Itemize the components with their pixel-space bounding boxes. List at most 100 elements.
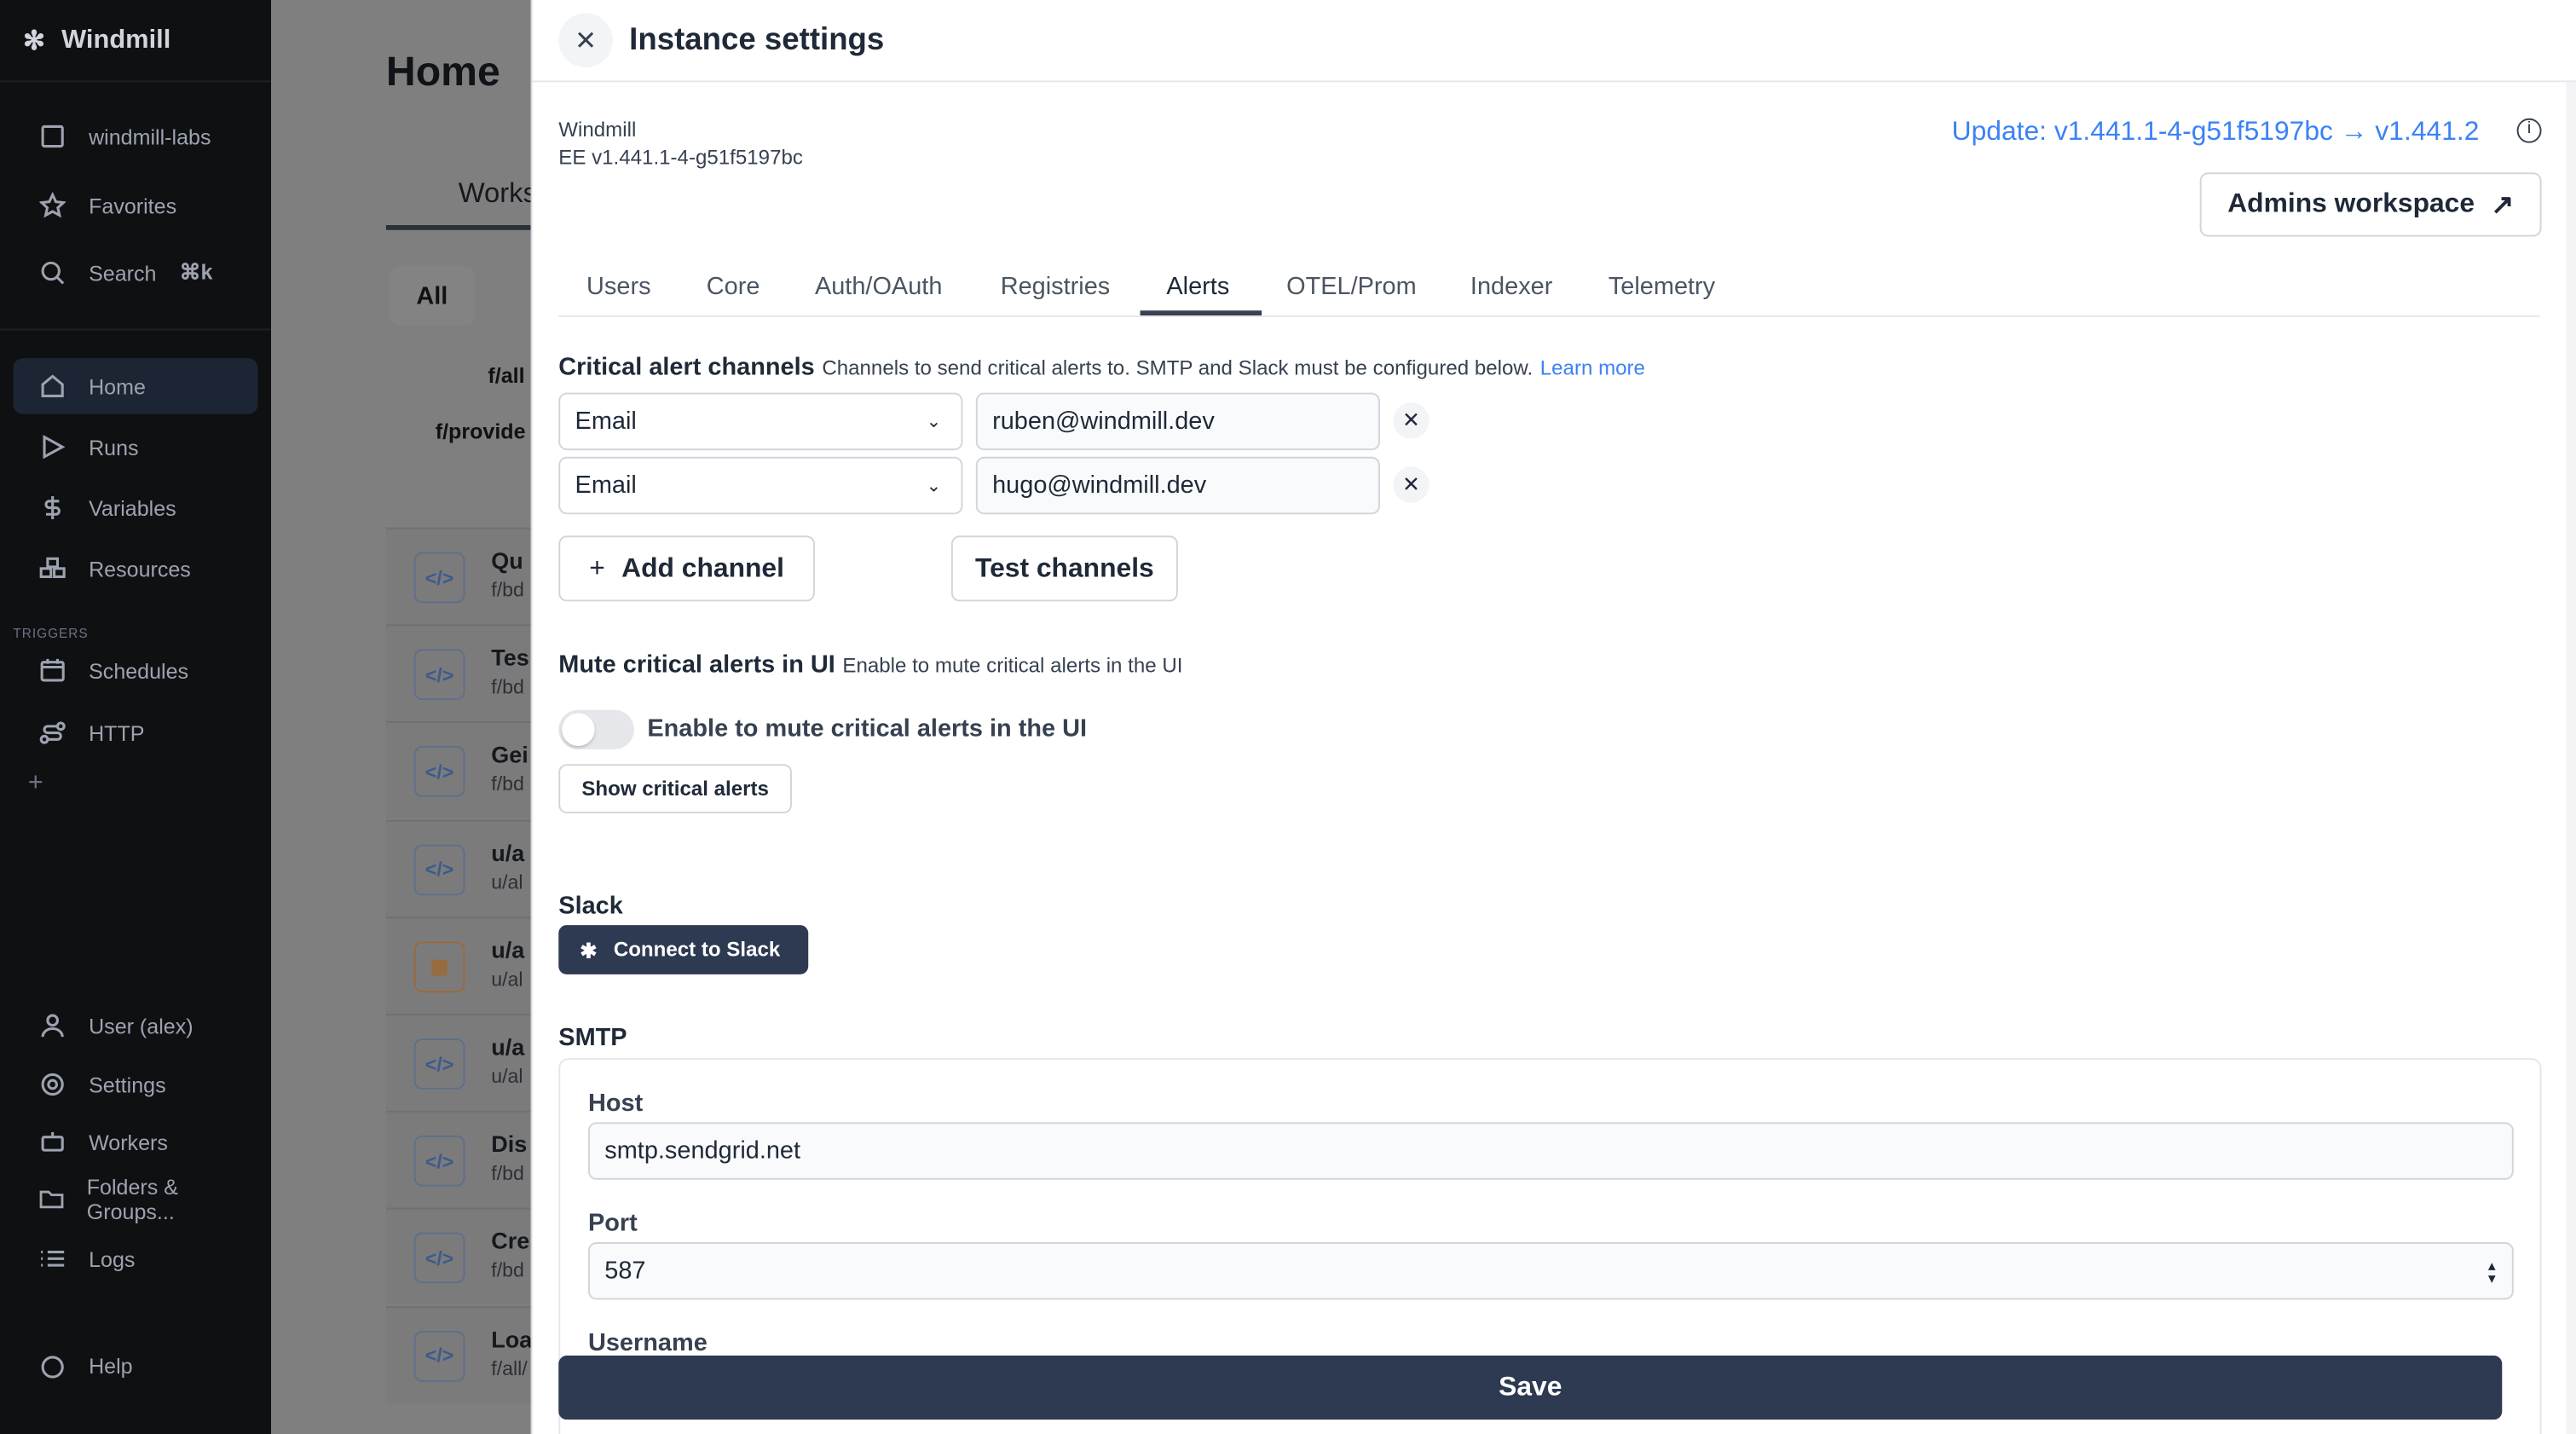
code-icon: </> [413,1136,465,1187]
add-channel-button[interactable]: + Add channel [558,535,815,602]
info-icon[interactable]: i [2516,118,2542,143]
divider [0,328,272,331]
play-icon [43,435,66,460]
code-icon: </> [413,552,465,604]
drawer-title: Instance settings [629,22,885,57]
sidebar-item-home[interactable]: Home [13,358,258,414]
value: Email [575,471,637,500]
label: Search [89,260,157,286]
sidebar-item-logs[interactable]: Logs [13,1231,257,1287]
label: Help [89,1354,133,1379]
item-title: Dis [491,1130,528,1158]
sidebar-item-variables[interactable]: Variables [13,480,257,536]
sidebar-item-help[interactable]: Help [13,1354,257,1387]
sidebar-item-http[interactable]: HTTP [13,705,257,761]
sidebar-item-runs[interactable]: Runs [13,419,257,475]
list-item[interactable]: </> Tes f/bd [385,624,534,722]
sidebar-item-search[interactable]: Search ⌘k [13,245,257,301]
sidebar-item-workers[interactable]: Workers [13,1114,257,1171]
calendar-icon [40,658,65,682]
sidebar-item-user[interactable]: User (alex) [13,997,257,1054]
list-item[interactable]: </> Dis f/bd [385,1111,534,1208]
app-icon: ▦ [413,940,465,992]
tab-core[interactable]: Core [706,272,760,301]
workspace-tab[interactable]: Works [385,177,534,230]
user-icon [41,1014,64,1038]
dollar-icon [44,496,61,520]
boxes-icon [39,557,66,579]
tab-indexer[interactable]: Indexer [1470,272,1553,301]
section-description: Channels to send critical alerts to. SMT… [822,356,1533,380]
active-tab-indicator [1140,310,1262,316]
host-input[interactable]: smtp.sendgrid.net [587,1122,2514,1180]
channel-type-select[interactable]: Email ⌄ [558,456,963,515]
learn-more-link[interactable]: Learn more [1539,356,1645,380]
admins-workspace-button[interactable]: Admins workspace ↗ [2199,172,2542,237]
sidebar-item-schedules[interactable]: Schedules [13,643,257,699]
list-item[interactable]: </> u/a u/al [385,818,534,916]
item-title: u/a [491,936,525,963]
sidebar-item-settings[interactable]: Settings [13,1056,257,1113]
label: Schedules [89,657,189,683]
sidebar-item-resources[interactable]: Resources [13,541,257,597]
code-icon: </> [413,1038,465,1090]
item-path: u/al [491,870,523,893]
list-item[interactable]: ▦ u/a u/al [385,916,534,1014]
port-input[interactable]: 587 ▴ ▾ [587,1242,2514,1300]
add-trigger-icon[interactable]: + [27,768,43,797]
item-title: Loa [491,1325,533,1352]
item-title: u/a [491,1033,525,1061]
external-link-icon: ↗ [2491,189,2514,220]
test-channels-button[interactable]: Test channels [950,535,1178,602]
item-title: Qu [491,546,523,574]
filter-all[interactable]: All [389,266,475,326]
show-critical-alerts-button[interactable]: Show critical alerts [558,764,792,814]
section-description: Enable to mute critical alerts in the UI [842,654,1183,678]
host-label: Host [587,1089,644,1118]
save-button[interactable]: Save [558,1356,2503,1420]
home-icon [41,374,64,398]
list-item[interactable]: </> Cre f/bd [385,1208,534,1306]
item-path: f/bd [491,675,524,699]
tab-auth-oauth[interactable]: Auth/OAuth [814,272,943,301]
connect-slack-button[interactable]: ✱ Connect to Slack [558,925,809,974]
update-link[interactable]: Update: v1.441.1-4-g51f5197bc → v1.441.2 [1951,116,2480,147]
tab-otel-prom[interactable]: OTEL/Prom [1286,272,1417,301]
channel-email-input[interactable]: hugo@windmill.dev [975,456,1380,515]
item-path: f/all/ [491,1356,528,1380]
tab-registries[interactable]: Registries [1000,272,1111,301]
channel-type-select[interactable]: Email ⌄ [558,392,963,451]
tab-alerts[interactable]: Alerts [1166,272,1230,301]
label: HTTP [89,720,145,746]
tab-telemetry[interactable]: Telemetry [1608,272,1716,301]
code-icon: </> [413,1233,465,1284]
chevron-down-icon: ⌄ [926,412,942,432]
list-item[interactable]: </> Loa f/all/ [385,1305,534,1403]
channel-email-input[interactable]: ruben@windmill.dev [975,392,1380,451]
remove-channel-button[interactable]: ✕ [1393,402,1430,439]
label: Connect to Slack [613,938,781,962]
label: Runs [89,434,139,460]
list-item[interactable]: </> Gei f/bd [385,721,534,819]
tab-users[interactable]: Users [586,272,651,301]
mute-alerts-toggle[interactable] [558,709,634,749]
product-name: Windmill [558,118,637,142]
folder-chip[interactable]: f/all [488,362,525,388]
close-button[interactable]: ✕ [558,13,613,68]
gear-icon [41,1073,64,1096]
sidebar-item-workspace[interactable]: windmill-labs [13,108,257,165]
list-item[interactable]: </> Qu f/bd [385,527,534,625]
route-icon [39,721,66,744]
label: Workers [89,1130,168,1154]
scrollbar[interactable] [2566,82,2576,1434]
stepper-icon[interactable]: ▴ ▾ [2487,1256,2496,1287]
sidebar-item-favorites[interactable]: Favorites [13,177,257,234]
item-path: u/al [491,967,523,991]
background-home-page: Home Works All f/all f/provide </> Qu f/bd… [271,0,534,1434]
label: Admins workspace [2227,188,2475,219]
brand[interactable]: ✻ Windmill [0,0,272,83]
remove-channel-button[interactable]: ✕ [1393,466,1430,503]
list-item[interactable]: </> u/a u/al [385,1014,534,1111]
sidebar-item-folders-groups[interactable]: Folders & Groups... [13,1171,257,1228]
folder-chip[interactable]: f/provide [435,419,526,444]
